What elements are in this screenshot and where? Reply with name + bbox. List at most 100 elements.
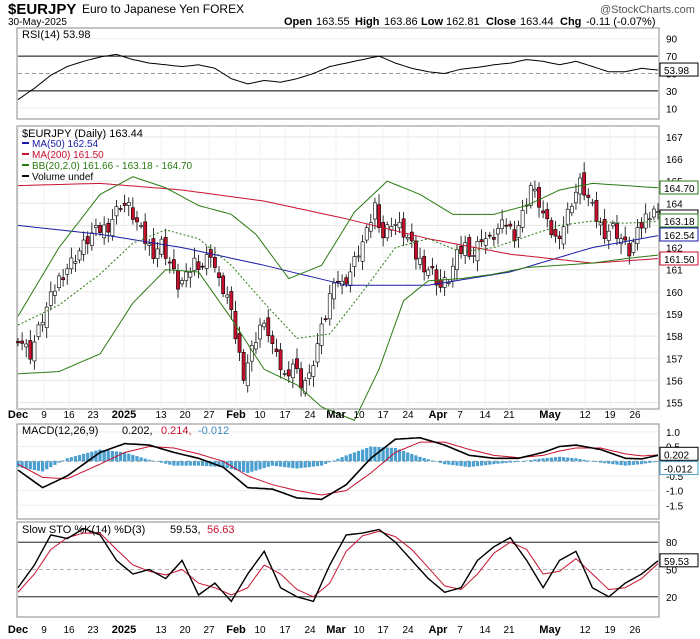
candle-up [114,206,119,217]
x-axis-label: 9 [41,625,47,636]
candle-up [155,248,160,259]
candle-up [574,191,578,204]
macd-histogram-bar [361,449,365,462]
macd-histogram-bar [639,461,644,465]
macd-histogram-bar [159,461,164,463]
candle-down [344,277,349,285]
x-axis-label: 19 [604,410,616,421]
macd-histogram-bar [443,461,447,465]
candle-up [81,239,86,255]
candle-down [594,200,599,222]
x-axis-label: Dec [8,409,28,421]
macd-histogram-bar [201,461,205,466]
price-tick-label: 167 [666,133,683,144]
candle-down [221,275,226,294]
x-axis-label: 20 [179,410,191,421]
rsi-tick-label: 10 [666,104,678,115]
candle-down [151,238,156,259]
x-axis-label: 13 [155,625,167,636]
candle-up [110,219,115,236]
candle-down [586,194,591,198]
rsi-tag: 53.98 [664,66,689,77]
macd-histogram-bar [209,461,213,467]
candle-up [352,256,357,267]
candle-down [336,280,340,283]
candle-up [327,293,332,320]
open-value: 163.55 [316,16,350,28]
x-axis-label: 21 [503,410,515,421]
gridlines: 1671661651641631621611601591581571561559… [17,35,684,604]
macd-histogram-bar [504,461,508,463]
macd-histogram-bar [603,461,607,464]
candle-up [311,365,316,377]
candle-down [512,229,517,242]
macd-histogram-bar [287,461,291,468]
candle-down [167,261,172,264]
candle-down [176,270,180,290]
candle-up [643,213,648,229]
macd-histogram-bar [356,450,361,462]
macd-histogram-bar [402,450,406,462]
candle-down [541,210,546,214]
macd-histogram-bar [196,461,201,466]
macd-histogram-bar [340,457,344,462]
candle-up [180,280,185,285]
candle-up [40,322,45,326]
macd-histogram-bar [369,446,373,462]
macd-histogram-bar [324,461,328,464]
candle-up [315,343,320,363]
macd-histogram-bar [352,452,357,462]
macd-histogram-bar [627,461,631,466]
candle-down [270,335,275,344]
candle-up [282,373,287,375]
x-axis-label: 23 [87,625,99,636]
macd-histogram-bar [278,461,283,467]
macd-histogram-bar [24,461,28,469]
macd-histogram-bar [459,461,463,467]
macd-histogram-bar [430,460,434,462]
x-axis-label: 20 [179,625,191,636]
candle-up [590,201,595,204]
macd-histogram-bar [377,447,381,462]
macd-histogram-bar [557,456,562,462]
price-tag: 164.70 [664,184,695,195]
sto-tick-label: 20 [666,593,678,604]
sto-tick-label: 50 [666,566,678,577]
candle-down [163,237,168,259]
x-axis-label: 24 [402,625,414,636]
chg-value: -0.11 (-0.07%) [586,16,656,28]
macd-histogram-bar [53,461,57,465]
macd-histogram-bar [615,461,619,465]
high-value: 163.86 [384,16,418,28]
candle-up [483,238,488,246]
macd-histogram-bar [611,461,615,465]
candle-down [615,223,619,239]
macd-histogram-bar [32,461,37,471]
price-tag-box [659,251,699,266]
candle-up [455,249,459,271]
macd-histogram-bar [266,461,270,467]
macd-histogram-bar [373,446,377,462]
x-axis-label: Feb [226,624,246,636]
macd-histogram-bar [414,455,418,462]
macd-histogram-bar [512,461,517,463]
candle-down [278,349,283,371]
x-axis-label: 26 [629,410,641,421]
candle-up [73,261,78,264]
legend-item: MA(50) 162.54 [32,139,99,150]
macd-histogram-bar [385,447,389,462]
macd-histogram-bar [155,461,160,462]
macd-histogram-bar [438,461,443,463]
macd-histogram-bar [65,458,69,462]
candle-down [28,340,33,360]
macd-histogram-bar [311,461,315,467]
candle-up [44,306,49,329]
macd-histogram-bar [619,461,623,466]
macd-histogram-bar [299,461,303,469]
candle-down [122,202,127,206]
x-axis-label: 2025 [112,409,136,421]
x-axis-label: 7 [457,410,463,421]
macd-histogram-bar [319,461,324,466]
value-tags: 164.70163.44163.18162.54161.5053.980.202… [659,62,699,568]
